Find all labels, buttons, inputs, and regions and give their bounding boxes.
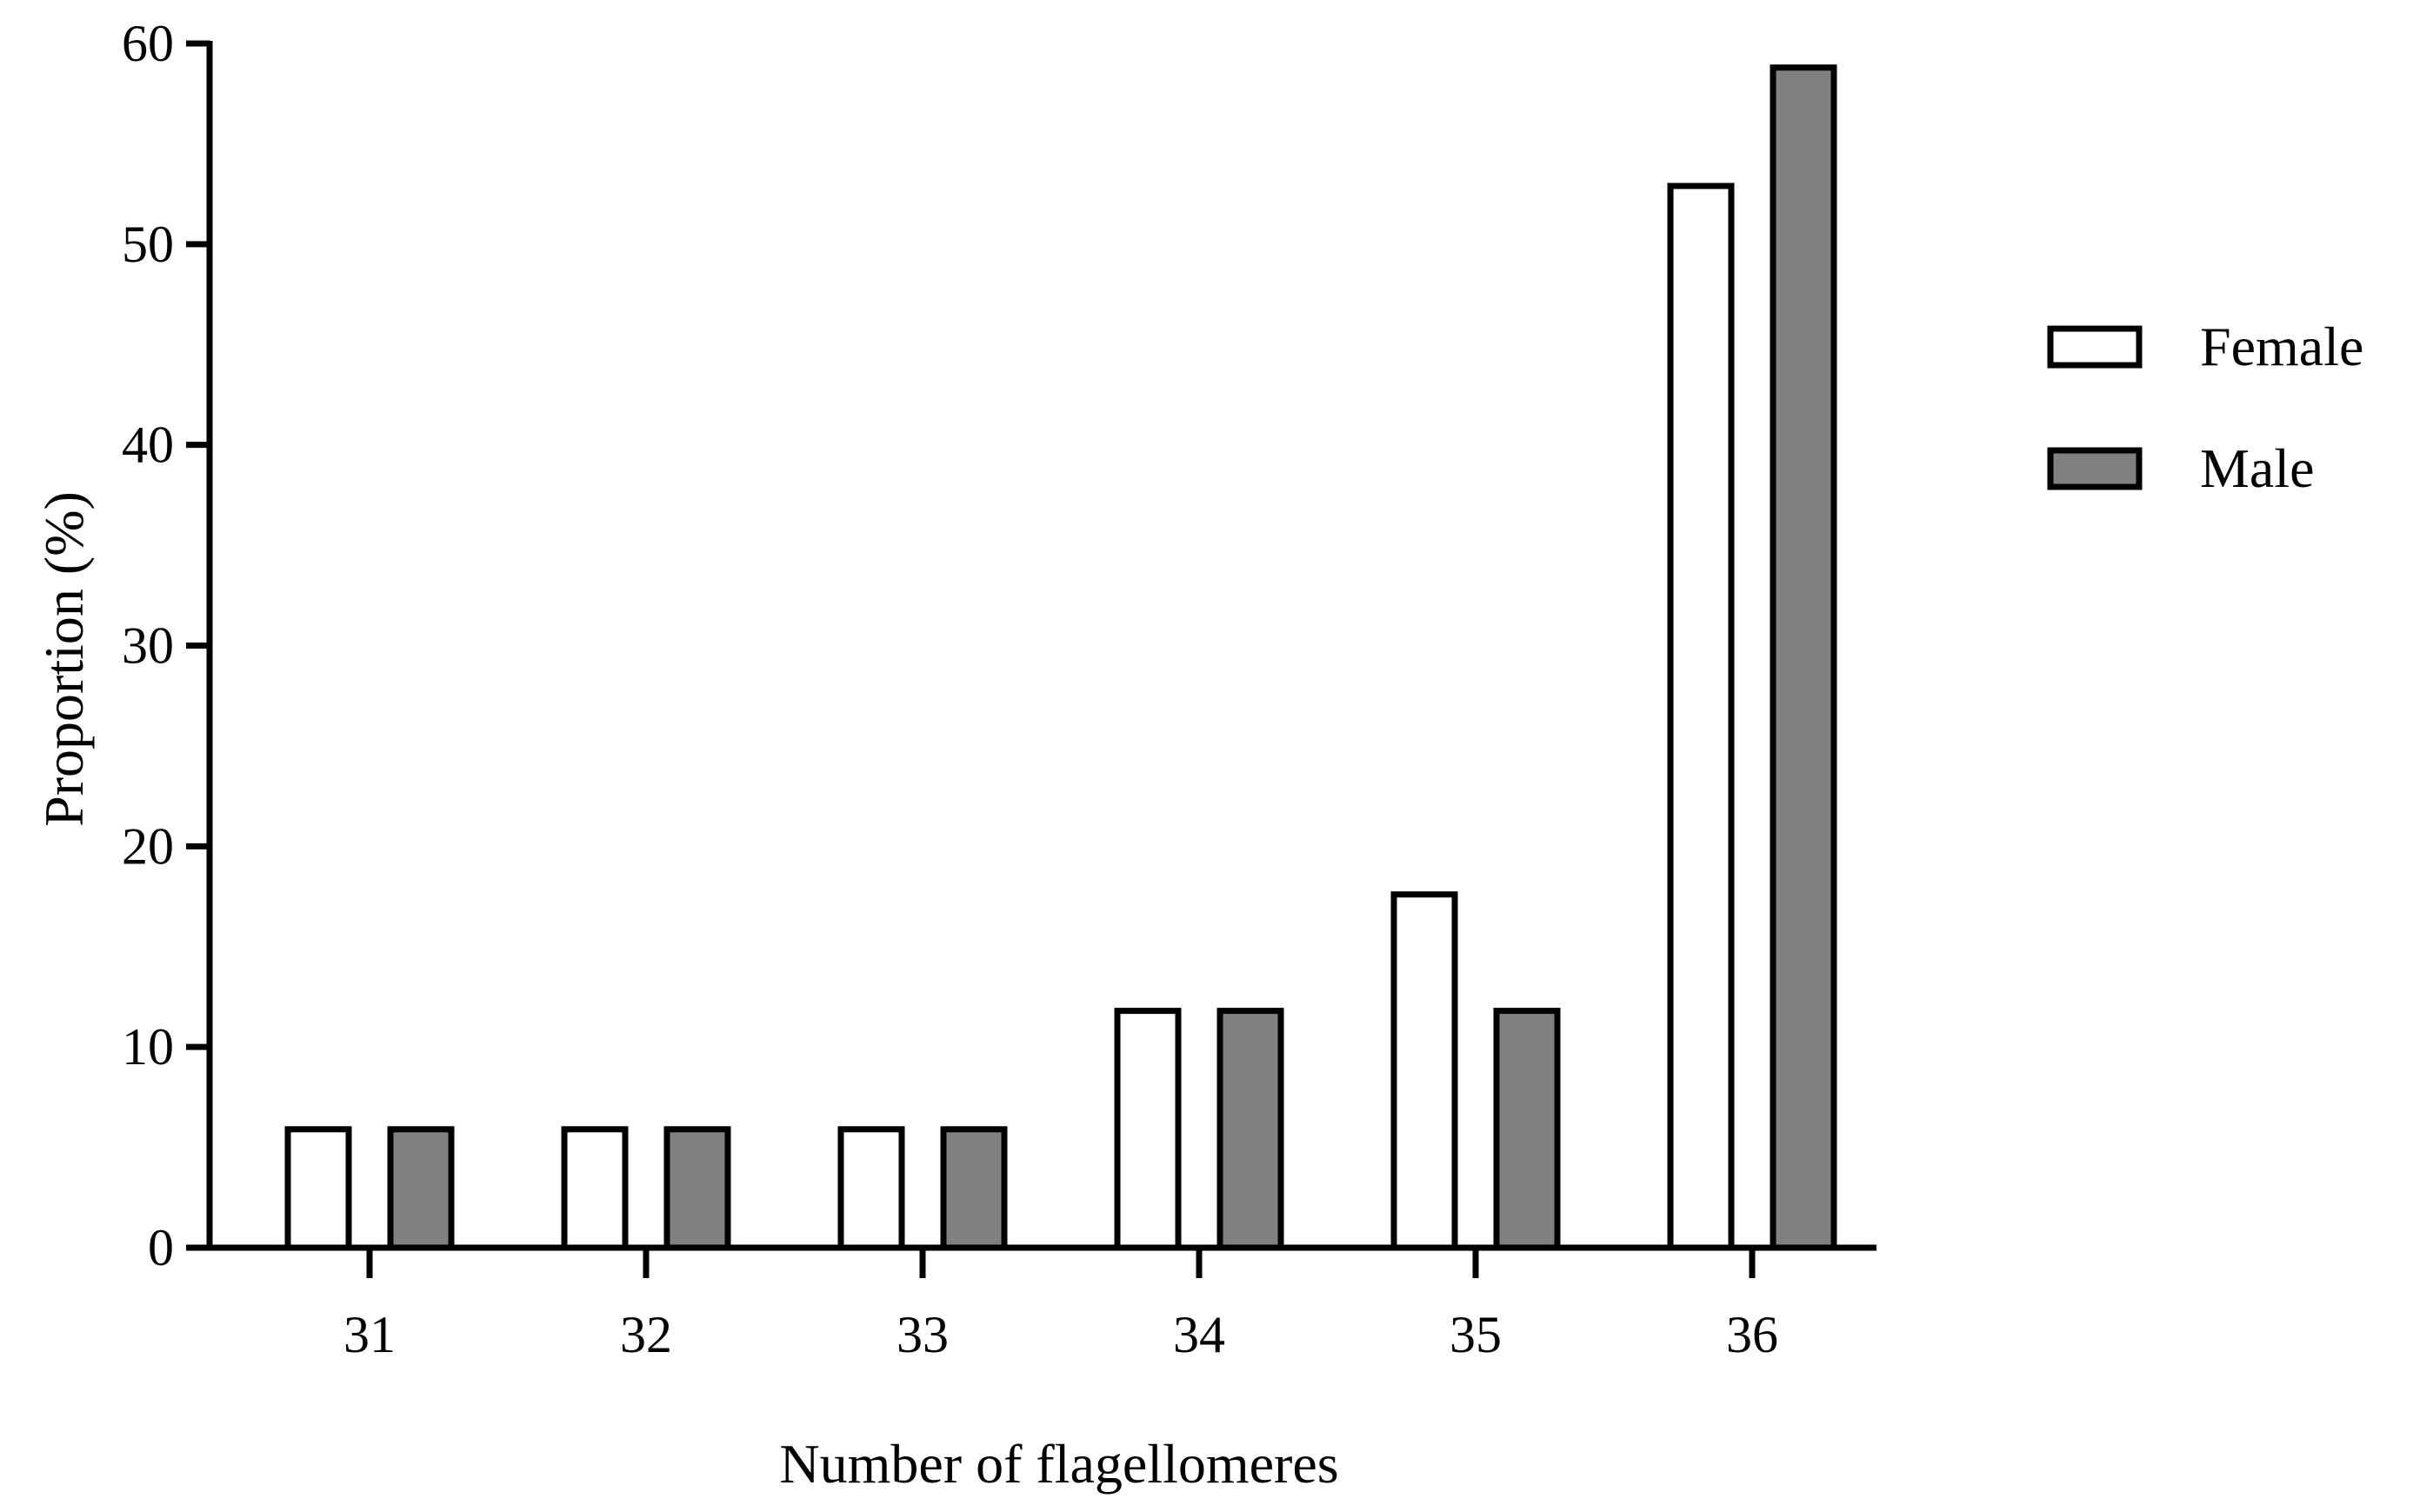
- bar-male-31: [387, 1126, 455, 1251]
- y-ticks: 0 10 20 30 40 50 60: [122, 15, 210, 1276]
- bar-male-36: [1770, 64, 1837, 1251]
- x-tick-label: 34: [1173, 1306, 1225, 1363]
- x-tick-label: 33: [897, 1306, 949, 1363]
- legend-swatch-female: [2047, 325, 2143, 369]
- bar-male-35: [1493, 1008, 1561, 1251]
- bar-male-34: [1216, 1008, 1284, 1251]
- x-tick-label: 31: [343, 1306, 396, 1363]
- y-tick-label: 50: [122, 216, 174, 273]
- y-tick-label: 10: [122, 1018, 174, 1076]
- bar-female-34: [1114, 1008, 1182, 1251]
- bar-female-32: [561, 1126, 629, 1251]
- y-tick-label: 60: [122, 15, 174, 72]
- axes-layer: [206, 41, 1876, 1251]
- x-axis-title: Number of flagellomeres: [779, 1433, 1338, 1495]
- bar-female-31: [284, 1126, 352, 1251]
- y-tick-label: 40: [122, 416, 174, 474]
- x-tick-label: 35: [1450, 1306, 1502, 1363]
- legend-label-female: Female: [2200, 316, 2363, 377]
- bar-male-32: [663, 1126, 731, 1251]
- y-axis-title: Proportion (%): [33, 491, 95, 827]
- y-tick-label: 30: [122, 617, 174, 675]
- legend-label-male: Male: [2200, 437, 2315, 499]
- x-ticks: 31 32 33 34 35 36: [343, 1248, 1778, 1363]
- legend-swatch-male: [2047, 447, 2143, 490]
- bars-layer: [284, 64, 1837, 1251]
- bar-female-33: [837, 1126, 905, 1251]
- y-tick-label: 20: [122, 817, 174, 875]
- bar-male-33: [940, 1126, 1008, 1251]
- bar-female-36: [1667, 183, 1735, 1251]
- bar-female-35: [1390, 891, 1458, 1251]
- legend: Female Male: [2047, 316, 2363, 499]
- x-tick-label: 32: [620, 1306, 672, 1363]
- y-tick-label: 0: [148, 1219, 174, 1276]
- x-tick-label: 36: [1726, 1306, 1778, 1363]
